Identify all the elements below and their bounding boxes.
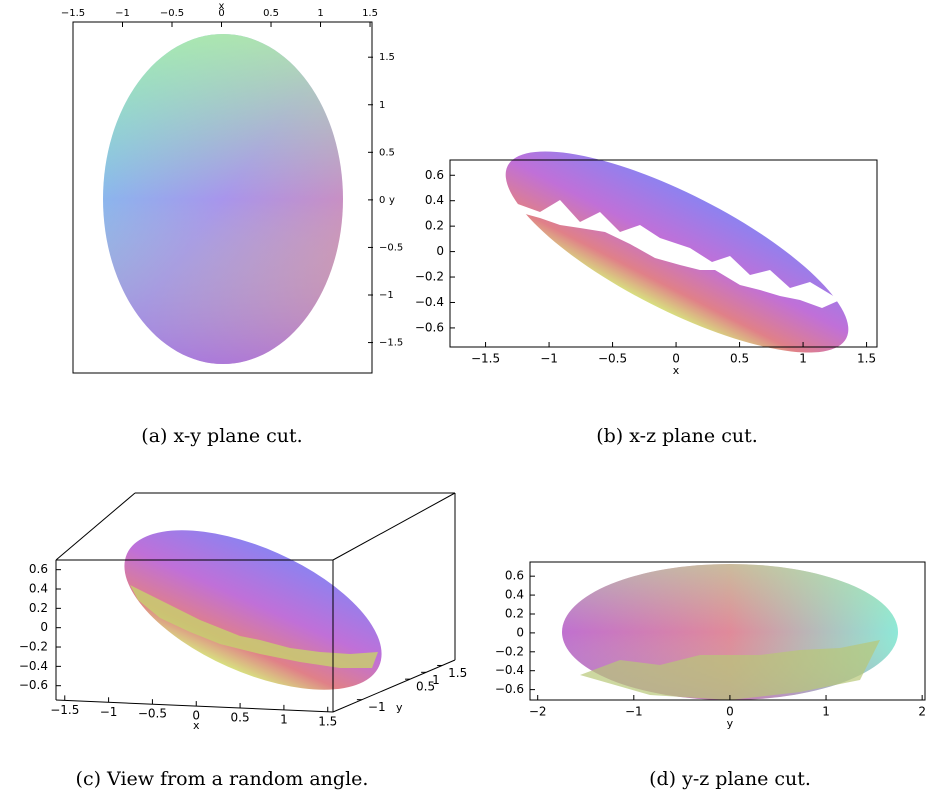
y-tick-label: 0.2	[425, 219, 444, 233]
x-tick-label: −1.5	[50, 703, 79, 717]
plot-frame	[449, 159, 878, 348]
y-tick-label: 0.2	[29, 601, 48, 615]
caption: (d) y-z plane cut.	[649, 768, 811, 790]
panel-a-surface	[103, 34, 343, 364]
y-tick-label: 0.6	[425, 168, 444, 182]
x-tick-label: 0	[192, 709, 200, 723]
x-tick-label: 0.5	[730, 352, 749, 366]
y-tick-label: 0.4	[29, 582, 48, 596]
x-tick-label: 1.5	[857, 352, 876, 366]
y-axis-label: y	[389, 195, 395, 206]
y-tick-label: 0	[516, 625, 524, 639]
x-tick-label: 1	[280, 712, 288, 726]
y-tick-label: 0.6	[505, 569, 524, 583]
y-tick-label: −0.4	[415, 295, 444, 309]
y-tick-label: −0.5	[379, 242, 403, 253]
y-tick-label: −0.4	[495, 663, 524, 677]
x-tick-label: 0.5	[231, 710, 250, 724]
plot-frame	[529, 561, 926, 701]
x-tick-label: −0.5	[138, 707, 167, 721]
x-tick-label: −1	[100, 705, 118, 719]
x-tick-label: 1	[799, 352, 807, 366]
y-tick-label: −0.4	[19, 659, 48, 673]
x-tick-label: 1.5	[362, 8, 378, 19]
x-tick-label: −0.5	[598, 352, 627, 366]
y-tick-label: −0.2	[495, 644, 524, 658]
caption: (b) x-z plane cut.	[596, 425, 758, 447]
x-tick-label: −1.5	[471, 352, 500, 366]
plot-frame	[72, 21, 373, 374]
z-tick-label: 1	[432, 673, 440, 687]
x-tick-label: −1	[625, 705, 643, 719]
y-tick-label: 0.4	[505, 588, 524, 602]
y-tick-label: −0.6	[495, 682, 524, 696]
x-tick-label: −0.5	[160, 8, 184, 19]
y-tick-label: 1.5	[379, 52, 395, 63]
y-tick-label: 0.6	[29, 562, 48, 576]
caption: (a) x-y plane cut.	[141, 425, 302, 447]
x-axis-label: x	[193, 719, 200, 732]
y-tick-label: 0.4	[425, 193, 444, 207]
y-tick-label: 0.5	[379, 147, 395, 158]
panel-d-surface	[562, 564, 898, 700]
x-axis-label: x	[673, 364, 680, 377]
z-axis-label: y	[396, 701, 403, 714]
x-tick-label: 1	[822, 705, 830, 719]
z-tick-label: −1	[368, 700, 386, 714]
panel-c-surface	[124, 530, 382, 690]
x-tick-label: −1	[115, 8, 130, 19]
y-tick-label: −0.6	[415, 320, 444, 334]
x-tick-label: 1	[317, 8, 323, 19]
y-tick-label: 0	[436, 244, 444, 258]
z-tick-label: 1.5	[448, 666, 467, 680]
y-tick-label: −1.5	[379, 338, 403, 349]
x-axis-label: y	[727, 717, 734, 730]
x-tick-label: 0	[672, 352, 680, 366]
y-tick-label: −0.2	[19, 640, 48, 654]
y-tick-label: −1	[379, 290, 394, 301]
panel-c-box	[55, 492, 456, 713]
x-tick-label: 0	[726, 705, 734, 719]
x-tick-label: 1.5	[318, 714, 337, 728]
x-tick-label: 0	[218, 8, 224, 19]
y-tick-label: 1	[379, 100, 385, 111]
x-tick-label: 2	[918, 705, 926, 719]
x-axis-label: x	[219, 1, 225, 12]
y-tick-label: 0	[379, 195, 385, 206]
x-tick-label: −2	[529, 705, 547, 719]
y-tick-label: −0.6	[19, 678, 48, 692]
x-tick-label: 0.5	[263, 8, 279, 19]
y-tick-label: 0	[40, 620, 48, 634]
z-tick-label: 0.5	[416, 680, 435, 694]
y-tick-label: 0.2	[505, 606, 524, 620]
caption: (c) View from a random angle.	[76, 768, 369, 790]
x-tick-label: −1	[540, 352, 558, 366]
y-tick-label: −0.2	[415, 270, 444, 284]
panel-b-surface	[505, 151, 849, 353]
x-tick-label: −1.5	[61, 8, 85, 19]
